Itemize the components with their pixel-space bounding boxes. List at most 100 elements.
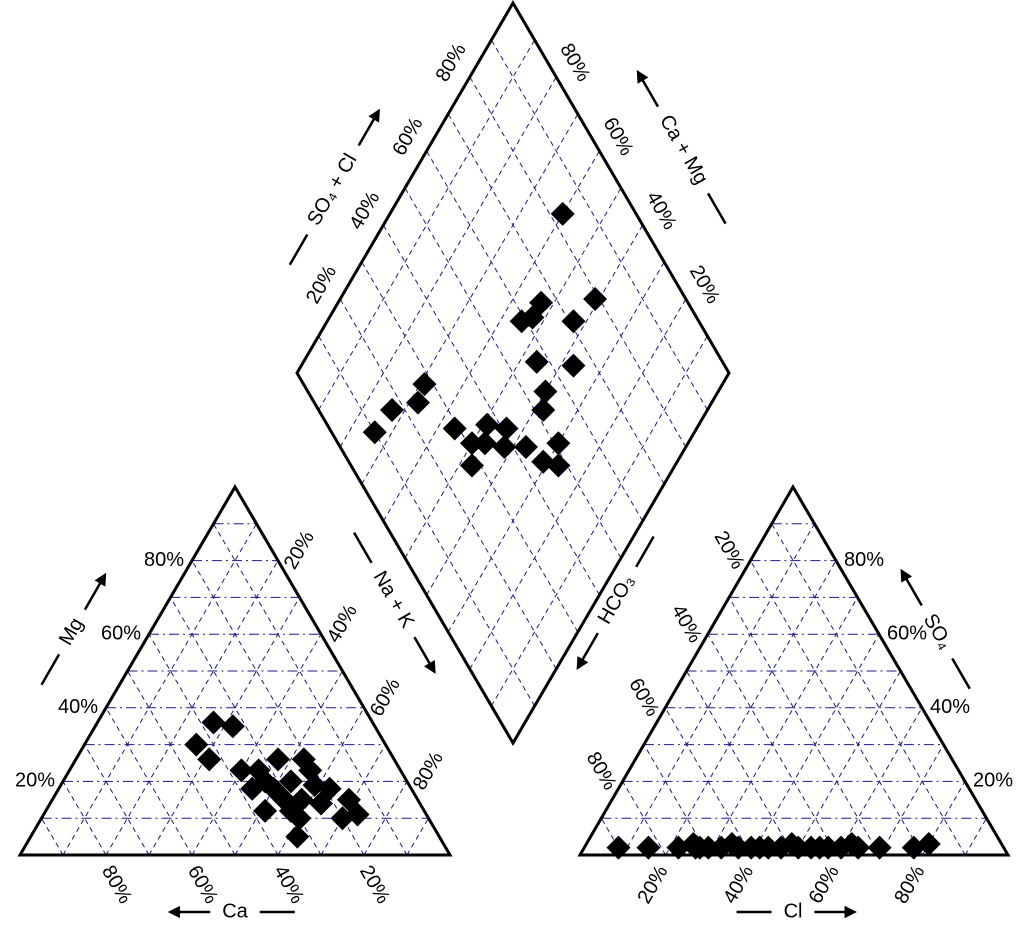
grid-line [406, 817, 429, 856]
tick-label: 20% [973, 770, 1013, 792]
tick-label: 80% [97, 862, 136, 908]
grid-line [234, 670, 343, 856]
sample-point [683, 835, 708, 860]
sample-point [561, 309, 586, 334]
tick-label: 40% [719, 862, 758, 908]
labels: 20%20%20%20%20%20%20% 20%40%40%40%40%40%4… [15, 40, 1013, 923]
sample-point [240, 776, 265, 801]
sample-point [846, 835, 871, 860]
sample-point [253, 769, 278, 794]
tick-label: 40% [667, 601, 706, 647]
tick-label: 40% [642, 188, 681, 234]
tick-label: 40% [345, 188, 384, 234]
grid-line [84, 744, 150, 856]
grid-line [771, 523, 966, 856]
grid-line [127, 670, 236, 856]
axis-dash [706, 192, 727, 225]
grid-line [148, 597, 300, 856]
grid-line [836, 707, 923, 856]
grid-line [793, 670, 901, 856]
axis-dash [288, 233, 309, 266]
sample-point [201, 710, 226, 735]
diamond [295, 0, 731, 746]
tick-label: 80% [144, 549, 184, 571]
tick-label: 80% [432, 40, 471, 86]
tick-label: 60% [805, 862, 844, 908]
grid-line [41, 817, 64, 856]
sample-point [475, 412, 500, 437]
sample-point [278, 798, 303, 823]
axis-dash [951, 657, 971, 690]
sample-point [266, 747, 290, 772]
axis-arrow [900, 568, 923, 607]
grid-line [728, 597, 881, 856]
axis-dash [40, 653, 61, 686]
tick-label: 20% [280, 527, 319, 573]
sample-point [531, 398, 556, 422]
tick-label: 60% [183, 862, 222, 908]
grid-line [213, 523, 408, 856]
sample-point [550, 201, 575, 226]
axis-title: HCO₃ [594, 571, 639, 628]
axis-arrow [83, 572, 107, 611]
axis-title: Ca + Mg [655, 111, 712, 188]
sample-point [696, 835, 721, 860]
sample-point [291, 747, 316, 772]
sample-point [756, 835, 781, 860]
axis-arrow [576, 632, 599, 670]
axis-title: Na + K [369, 567, 419, 632]
tick-label: 60% [101, 622, 141, 644]
axis-dash [635, 535, 655, 568]
sample-point [362, 420, 387, 445]
sample-point [442, 416, 467, 441]
tick-label: 20% [709, 527, 748, 573]
grid-line [148, 633, 279, 856]
grid-line [622, 523, 815, 856]
grid-line [105, 560, 279, 856]
sample-point [494, 416, 519, 441]
tick-label: 80% [844, 549, 884, 571]
grid-line [105, 707, 193, 856]
tick-label: 60% [624, 675, 663, 721]
tick-label: 20% [302, 262, 341, 308]
grid-line [749, 560, 923, 856]
tick-label: 60% [388, 114, 427, 160]
tick-label: 60% [598, 114, 637, 160]
sample-point [380, 398, 405, 422]
tick-label: 80% [890, 862, 929, 908]
axis-dash [352, 531, 373, 564]
sample-point [546, 453, 571, 478]
sample-point [330, 806, 355, 831]
sample-point [412, 372, 437, 397]
sample-point [867, 835, 892, 860]
sample-point [636, 835, 661, 860]
sample-point [285, 824, 310, 849]
sample-point [253, 798, 278, 823]
sample-point [309, 791, 333, 816]
tick-label: 40% [323, 601, 362, 647]
axis-title: Mg [55, 614, 88, 649]
tick-label: 80% [582, 748, 621, 794]
axis-arrow [357, 108, 380, 147]
sample-point [916, 831, 941, 856]
sample-point [513, 435, 538, 459]
sample-point [561, 353, 586, 378]
tick-label: 40% [269, 862, 308, 908]
grid-line [964, 817, 987, 856]
tick-label: 20% [685, 262, 724, 308]
grid-line [664, 707, 752, 856]
grid-line [62, 523, 257, 856]
tick-label: 20% [15, 770, 55, 792]
sample-point [492, 435, 517, 459]
axis-title: Cl [784, 900, 803, 922]
sample-point [459, 431, 484, 456]
axis-arrow [413, 636, 436, 674]
sample-point [524, 349, 549, 374]
sample-point [220, 714, 245, 739]
grid-line [686, 670, 795, 856]
sample-point [302, 773, 327, 798]
sample-point [726, 835, 751, 860]
grid-line [191, 560, 365, 856]
sample-point [459, 453, 484, 478]
grid-line [879, 744, 944, 856]
